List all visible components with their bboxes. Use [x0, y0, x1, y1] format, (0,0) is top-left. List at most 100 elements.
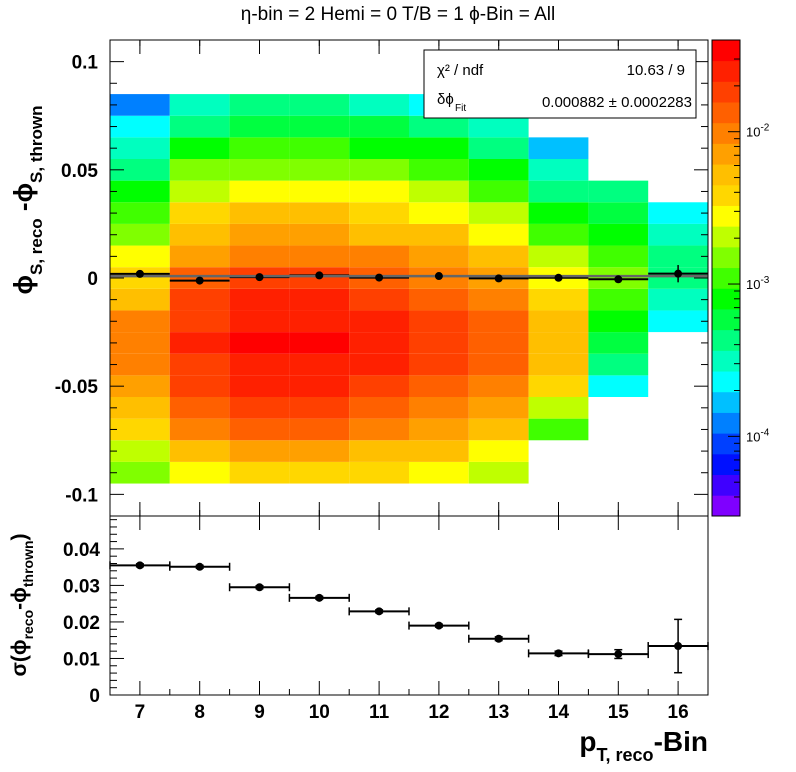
heatmap-cell: [110, 159, 170, 181]
heatmap-cell: [409, 332, 469, 354]
stats-fit-subscript: Fit: [455, 103, 466, 114]
palette-swatch: [712, 102, 740, 124]
palette-swatch: [712, 60, 740, 82]
profile-point: [614, 275, 623, 284]
heatmap-cell: [229, 159, 290, 181]
heatmap-cell: [648, 245, 708, 268]
stats-fit-value: 0.000882 ± 0.0002283: [542, 94, 692, 111]
top-y-tick-label: 0.05: [61, 161, 98, 182]
heatmap-cell: [169, 375, 230, 397]
heatmap-cell: [289, 461, 350, 484]
heatmap-cells: [110, 94, 708, 484]
palette-swatch: [712, 350, 740, 372]
heatmap-cell: [169, 202, 230, 224]
sigma-point: [135, 561, 144, 570]
heatmap-cell: [409, 137, 469, 159]
sigma-point: [494, 634, 503, 643]
heatmap-cell: [528, 223, 589, 246]
palette-swatch: [712, 329, 740, 351]
color-palette: [712, 40, 740, 517]
heatmap-cell: [349, 440, 409, 462]
heatmap-cell: [409, 375, 469, 397]
heatmap-cell: [528, 202, 589, 224]
heatmap-cell: [528, 245, 589, 268]
palette-axis: 10-4 10-3 10-2: [728, 39, 770, 517]
heatmap-cell: [289, 137, 350, 159]
heatmap-cell: [409, 202, 469, 224]
heatmap-cell: [349, 332, 409, 354]
heatmap-cell: [409, 223, 469, 246]
palette-swatch: [712, 246, 740, 269]
heatmap-cell: [588, 202, 649, 224]
profile-point: [434, 272, 443, 281]
palette-swatch: [712, 453, 740, 476]
stats-box: χ² / ndf 10.63 / 9 δϕ Fit 0.000882 ± 0.0…: [423, 49, 697, 119]
heatmap-cell: [468, 310, 529, 333]
sigma-point: [674, 642, 683, 651]
heatmap-cell: [169, 137, 230, 159]
heatmap-cell: [169, 159, 230, 181]
heatmap-cell: [229, 288, 290, 311]
heatmap-cell: [110, 202, 170, 224]
heatmap-cell: [468, 332, 529, 354]
heatmap-cell: [349, 397, 409, 419]
x-tick-label: 7: [135, 702, 146, 723]
profile-point: [494, 274, 503, 283]
heatmap-cell: [409, 353, 469, 376]
heatmap-cell: [169, 440, 230, 462]
heatmap-cell: [229, 115, 290, 138]
palette-swatch: [712, 433, 740, 455]
x-tick-label: 15: [608, 702, 630, 723]
heatmap-cell: [648, 202, 708, 224]
heatmap-cell: [349, 310, 409, 333]
heatmap-cell: [110, 245, 170, 268]
heatmap-cell: [468, 418, 529, 441]
heatmap-cell: [169, 332, 230, 354]
heatmap-cell: [229, 180, 290, 203]
top-ylabel-text: ϕS, reco -ϕS, thrown: [8, 105, 46, 294]
heatmap-cell: [229, 353, 290, 376]
heatmap-cell: [588, 375, 649, 397]
heatmap-cell: [229, 418, 290, 441]
heatmap-cell: [648, 310, 708, 333]
palette-swatch: [712, 288, 740, 310]
x-tick-label: 8: [194, 702, 205, 723]
heatmap-cell: [289, 94, 350, 116]
heatmap-cell: [229, 440, 290, 462]
heatmap-cell: [468, 461, 529, 484]
heatmap-cell: [588, 353, 649, 376]
heatmap-cell: [229, 94, 290, 116]
heatmap-cell: [528, 332, 589, 354]
heatmap-cell: [409, 245, 469, 268]
heatmap-cell: [588, 288, 649, 311]
palette-swatch: [712, 226, 740, 248]
heatmap-cell: [229, 397, 290, 419]
palette-swatch: [712, 371, 740, 393]
heatmap-cell: [229, 223, 290, 246]
heatmap-cell: [409, 288, 469, 311]
sigma-point: [554, 649, 563, 658]
bottom-y-tick-label: 0.03: [63, 576, 100, 597]
palette-swatch: [712, 267, 740, 289]
heatmap-cell: [349, 180, 409, 203]
heatmap-cell: [468, 288, 529, 311]
heatmap-cell: [349, 461, 409, 484]
profile-point: [554, 273, 563, 282]
profile-point: [674, 269, 683, 278]
heatmap-cell: [110, 115, 170, 138]
heatmap-cell: [229, 202, 290, 224]
bottom-y-tick-label: 0.02: [63, 613, 100, 634]
heatmap-cell: [349, 245, 409, 268]
bottom-points: [109, 561, 709, 674]
profile-point: [375, 273, 384, 282]
palette-swatch: [712, 143, 740, 165]
heatmap-cell: [169, 245, 230, 268]
heatmap-cell: [528, 180, 589, 203]
x-tick-label: 10: [309, 702, 330, 723]
heatmap-cell: [289, 288, 350, 311]
heatmap-cell: [468, 159, 529, 181]
palette-swatch: [712, 81, 740, 103]
heatmap-cell: [468, 353, 529, 376]
palette-swatch: [712, 184, 740, 206]
heatmap-cell: [289, 115, 350, 138]
